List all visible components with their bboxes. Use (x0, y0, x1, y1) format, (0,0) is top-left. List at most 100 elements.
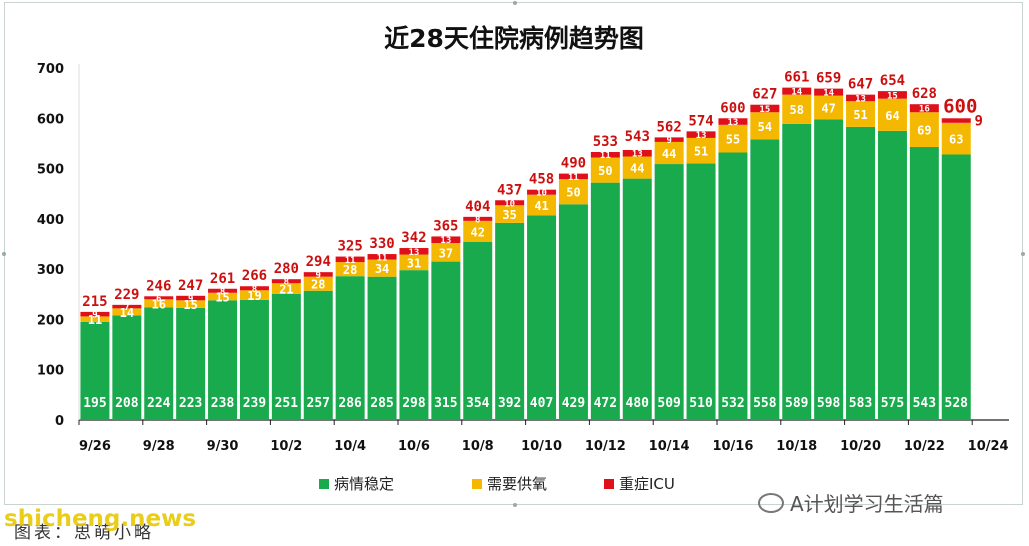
data-label-icu: 7 (124, 303, 129, 313)
bar-segment-stable (527, 215, 557, 420)
data-label-total: 437 (497, 182, 522, 198)
y-tick-label: 100 (37, 364, 64, 379)
data-label-oxygen: 58 (790, 103, 804, 117)
data-label-total: 659 (816, 71, 841, 87)
wechat-account-label: A计划学习生活篇 (758, 488, 944, 517)
data-label-icu: 13 (696, 131, 707, 141)
data-label-icu: 11 (377, 253, 388, 263)
data-label-oxygen: 34 (375, 262, 389, 276)
x-tick-label: 10/20 (840, 439, 881, 454)
x-tick-label: 10/12 (585, 439, 626, 454)
bar-segment-oxygen (909, 112, 939, 147)
data-label-oxygen: 28 (343, 263, 357, 277)
bar-segment-stable (654, 164, 684, 420)
bar-segment-icu (814, 88, 844, 96)
data-label-stable: 429 (562, 396, 585, 411)
data-label-total: 533 (593, 134, 618, 150)
resize-handle-bottom[interactable] (513, 503, 517, 507)
data-label-icu: 6 (156, 294, 161, 304)
bar-segment-icu (80, 311, 110, 317)
data-label-total: 280 (274, 261, 299, 277)
bar-segment-oxygen (80, 316, 110, 322)
data-label-oxygen: 28 (311, 278, 325, 292)
bar-segment-stable (303, 290, 333, 420)
data-label-oxygen: 37 (439, 246, 453, 260)
data-label-oxygen: 51 (694, 145, 708, 159)
data-label-stable: 208 (115, 396, 139, 411)
bar-segment-oxygen (558, 179, 588, 205)
data-label-total: 628 (912, 86, 937, 102)
bar-segment-oxygen (814, 95, 844, 120)
bar-segment-icu (176, 295, 206, 301)
resize-handle-left[interactable] (2, 252, 6, 256)
x-tick-label: 10/14 (649, 439, 690, 454)
data-label-oxygen: 11 (88, 313, 102, 327)
bar-segment-icu (558, 173, 588, 180)
data-label-icu: 14 (791, 88, 802, 98)
resize-handle-top[interactable] (513, 1, 517, 5)
bar-segment-icu (590, 151, 620, 158)
data-label-stable: 407 (530, 396, 553, 411)
data-label-total: 404 (465, 199, 490, 215)
bar-segment-oxygen (686, 137, 716, 164)
bar-segment-oxygen (335, 262, 365, 277)
data-label-icu: 9 (188, 295, 193, 305)
y-tick-label: 300 (37, 263, 64, 278)
data-label-stable: 315 (434, 396, 457, 411)
data-label-stable: 239 (243, 396, 266, 411)
bar-segment-stable (144, 307, 174, 420)
bar-segment-stable (558, 204, 588, 420)
data-label-icu: 9 (92, 311, 97, 321)
bar-segment-icu (654, 137, 684, 142)
y-tick-label: 600 (37, 112, 64, 127)
x-tick-label: 9/28 (143, 439, 175, 454)
data-label-total: 247 (178, 278, 203, 294)
bar-segment-icu (846, 94, 876, 102)
data-label-total: 543 (625, 129, 650, 145)
data-label-total: 562 (657, 119, 682, 135)
data-label-stable: 480 (626, 396, 650, 411)
bar-segment-icu (941, 118, 971, 123)
bar-segment-icu (239, 286, 269, 291)
data-label-oxygen: 19 (247, 289, 261, 303)
data-label-icu: 15 (887, 91, 898, 101)
resize-handle-right[interactable] (1021, 252, 1025, 256)
data-label-total: 229 (114, 287, 139, 303)
x-tick-label: 10/4 (334, 439, 366, 454)
data-label-stable: 598 (817, 396, 841, 411)
data-label-icu: 16 (919, 105, 930, 115)
bar-segment-stable (718, 152, 748, 421)
y-tick-label: 700 (37, 62, 64, 77)
data-label-icu: 13 (728, 118, 739, 128)
data-label-total: 246 (146, 278, 171, 294)
bar-segment-oxygen (590, 157, 620, 183)
data-label-stable: 298 (402, 396, 426, 411)
data-label-total: 266 (242, 268, 267, 284)
data-label-total: 294 (306, 254, 331, 270)
bar-segment-oxygen (176, 300, 206, 308)
bar-segment-oxygen (367, 259, 397, 277)
bar-segment-oxygen (399, 254, 429, 271)
bar-segment-oxygen (271, 283, 301, 294)
wechat-icon (758, 493, 784, 513)
data-label-stable: 238 (211, 396, 235, 411)
y-tick-label: 0 (55, 414, 64, 429)
bar-segment-stable (909, 146, 939, 420)
data-label-stable: 583 (849, 396, 872, 411)
legend-label-icu: 重症ICU (619, 475, 675, 493)
bar-segment-stable (750, 139, 780, 421)
y-tick-label: 200 (37, 313, 64, 328)
x-tick-label: 10/6 (398, 439, 430, 454)
x-tick-label: 10/18 (776, 439, 817, 454)
legend-swatch-icu (604, 479, 614, 489)
data-label-icu: 8 (475, 215, 480, 225)
data-label-oxygen: 21 (279, 283, 293, 297)
data-label-total: 215 (82, 294, 107, 310)
x-tick-label: 10/22 (904, 439, 945, 454)
x-tick-label: 10/16 (712, 439, 753, 454)
data-label-stable: 354 (466, 396, 490, 411)
bar-segment-stable (782, 123, 812, 421)
x-tick-label: 10/2 (270, 439, 302, 454)
data-label-total: 330 (369, 236, 394, 252)
